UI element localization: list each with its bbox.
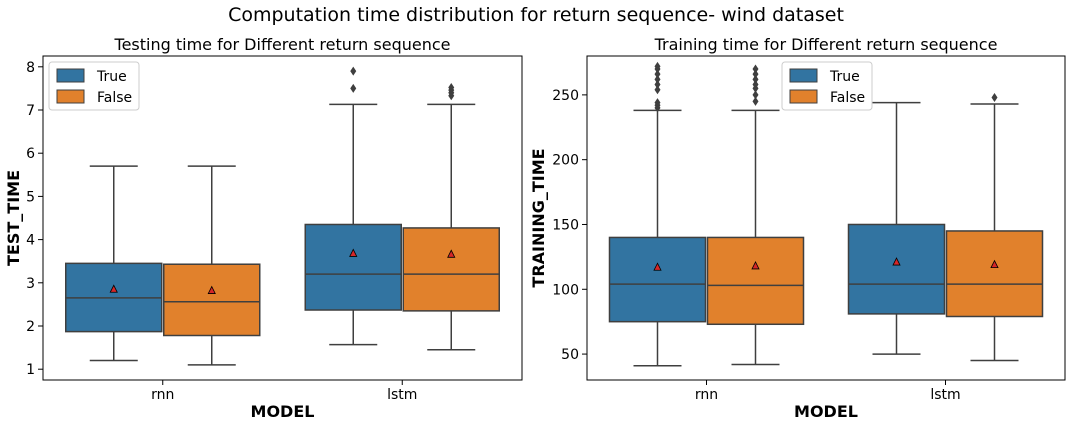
legend: True False — [781, 61, 873, 111]
outlier-point — [752, 96, 759, 106]
y-tick-label: 100 — [552, 282, 579, 298]
subplot-title: Testing time for Different return sequen… — [114, 35, 451, 54]
iqr-box — [847, 223, 946, 315]
box-true-lstm — [304, 66, 402, 346]
y-axis-label: TRAINING_TIME — [529, 148, 548, 287]
mean-marker — [892, 257, 901, 266]
legend-swatch — [789, 68, 818, 83]
legend: True False — [48, 61, 140, 111]
box-true-rnn — [65, 165, 163, 362]
outlier-point — [350, 66, 357, 76]
mean-marker — [990, 259, 999, 269]
axes-frame — [42, 55, 523, 381]
y-tick-label: 8 — [26, 60, 35, 76]
y-tick-label: 5 — [26, 189, 35, 205]
outlier-point — [752, 64, 759, 74]
testing-time-panel: Testing time for Different return sequen… — [4, 35, 523, 421]
y-axis-label: TEST_TIME — [4, 170, 23, 266]
legend-label: True — [96, 69, 127, 85]
outlier-point — [752, 80, 759, 90]
legend-swatch — [789, 89, 818, 104]
legend-label: True — [829, 69, 860, 85]
box-true-lstm — [847, 101, 946, 355]
iqr-box — [608, 236, 707, 323]
legend-swatch — [56, 68, 85, 83]
x-tick-label: lstm — [930, 387, 960, 403]
mean-marker — [653, 262, 662, 271]
outlier-point — [654, 98, 661, 108]
y-tick-label: 4 — [26, 233, 35, 249]
y-tick-label: 7 — [26, 103, 35, 119]
legend-label: False — [830, 90, 865, 106]
iqr-box — [304, 223, 402, 311]
iqr-box — [945, 230, 1044, 318]
training-time-panel: Training time for Different return seque… — [529, 35, 1066, 421]
y-tick-label: 2 — [26, 319, 35, 335]
x-tick-label: lstm — [387, 387, 417, 403]
iqr-box — [706, 236, 805, 326]
outlier-point — [991, 92, 998, 102]
figure-title: Computation time distribution for return… — [228, 4, 844, 26]
outlier-point — [752, 74, 759, 84]
box-false-rnn — [163, 165, 261, 366]
outlier-point — [350, 83, 357, 93]
y-tick-label: 150 — [552, 217, 579, 233]
box-false-lstm — [402, 83, 500, 351]
legend-label: False — [97, 90, 132, 106]
mean-marker — [207, 285, 216, 294]
y-tick-label: 50 — [561, 347, 579, 363]
mean-marker — [751, 261, 760, 270]
y-tick-label: 200 — [552, 153, 579, 169]
y-tick-label: 3 — [26, 276, 35, 292]
outlier-point — [654, 85, 661, 95]
box-false-lstm — [945, 92, 1044, 362]
outlier-point — [654, 80, 661, 90]
box-false-rnn — [706, 64, 805, 366]
mean-marker — [349, 248, 358, 257]
outlier-point — [654, 74, 661, 84]
iqr-box — [402, 227, 500, 312]
x-tick-label: rnn — [151, 387, 174, 403]
outlier-point — [654, 61, 661, 71]
x-axis-label: MODEL — [794, 402, 858, 421]
outlier-point — [654, 69, 661, 79]
subplot-title: Training time for Different return seque… — [654, 35, 998, 54]
y-tick-label: 1 — [26, 362, 35, 378]
outlier-point — [448, 83, 455, 93]
y-tick-label: 250 — [552, 88, 579, 104]
box-true-rnn — [608, 61, 707, 367]
legend-swatch — [56, 89, 85, 104]
mean-marker — [447, 249, 456, 258]
mean-marker — [109, 284, 118, 293]
axes-frame — [586, 55, 1066, 381]
iqr-box — [163, 263, 261, 337]
x-tick-label: rnn — [695, 387, 718, 403]
x-axis-label: MODEL — [251, 402, 315, 421]
outlier-point — [752, 90, 759, 100]
y-tick-label: 6 — [26, 146, 35, 162]
outlier-point — [752, 69, 759, 79]
